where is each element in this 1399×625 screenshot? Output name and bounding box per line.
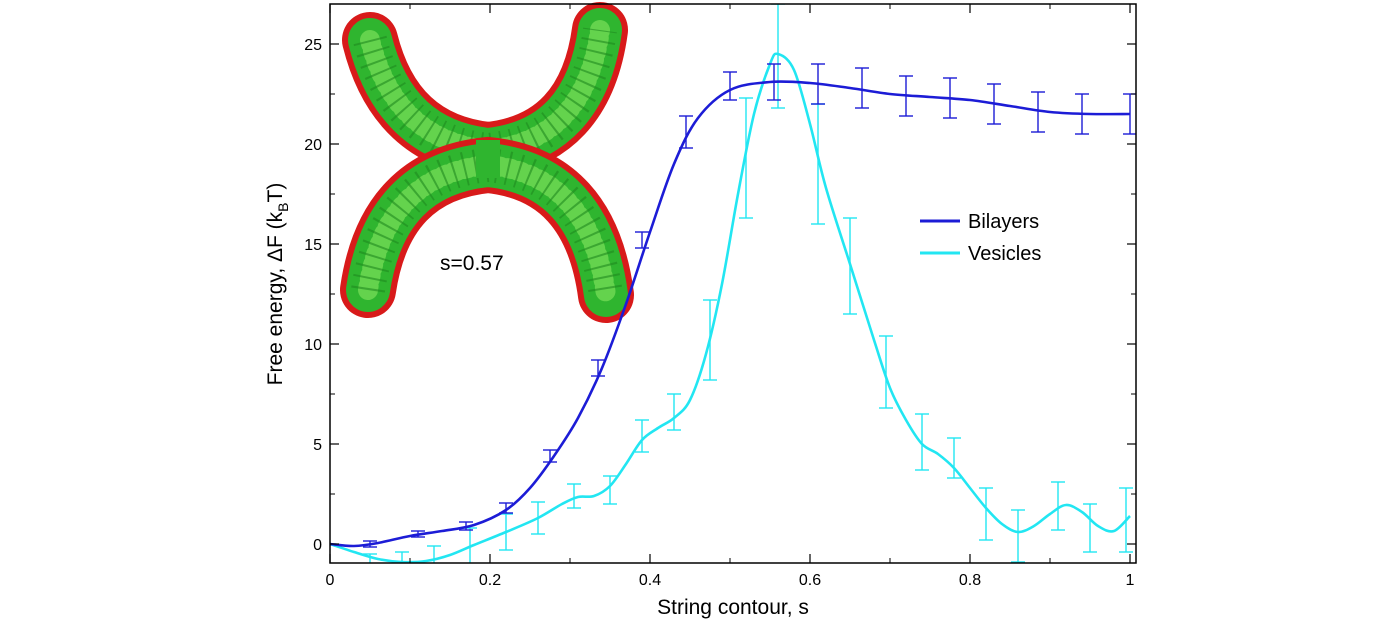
error-bar-bilayers [899,75,913,117]
error-bar-vesicles [771,4,785,109]
membrane-band [346,142,628,317]
error-bar-bilayers [679,115,693,149]
error-bar-bilayers [987,83,1001,125]
y-tick-label: 10 [304,337,322,354]
plot-content [330,4,1136,563]
legend-label-vesicles: Vesicles [968,243,1041,265]
error-bar-vesicles [603,475,617,505]
error-bar-bilayers [363,540,377,548]
inset-label: s=0.57 [440,252,504,275]
error-bar-vesicles [567,483,581,509]
error-bar-vesicles [915,413,929,471]
error-bar-bilayers [723,71,737,101]
y-tick-label: 15 [304,237,322,254]
y-axis-label: Free energy, ΔF (kBT) [264,183,291,386]
error-bar-vesicles [667,393,681,431]
error-bar-bilayers [855,67,869,109]
x-tick-label: 0.4 [639,572,661,589]
error-bar-vesicles [811,103,825,225]
error-bar-vesicles [947,437,961,479]
x-tick-label: 0 [326,572,335,589]
plot-frame [329,3,1137,564]
error-bar-bilayers [1031,91,1045,133]
error-bar-vesicles [1051,481,1065,531]
y-axis-label-main: Free energy, ΔF (k [264,211,287,385]
y-tick-label: 5 [313,437,322,454]
error-bar-vesicles [979,487,993,541]
error-bar-vesicles [363,553,377,563]
error-bar-bilayers [499,502,513,514]
series-line-bilayers [330,80,1131,548]
error-bar-bilayers [811,63,825,105]
error-bar-bilayers [543,449,557,463]
error-bar-vesicles [703,299,717,381]
error-bar-vesicles [635,419,649,453]
error-bar-bilayers [591,359,605,377]
membrane-fusion-inset-image [340,2,634,323]
error-bar-vesicles [499,513,513,551]
x-axis-label: String contour, s [657,596,809,619]
x-tick-label: 0.8 [959,572,981,589]
error-bar-vesicles [739,97,753,219]
error-bar-vesicles [1011,509,1025,563]
error-bar-vesicles [395,551,409,563]
x-tick-label: 0.2 [479,572,501,589]
error-bar-vesicles [879,335,893,409]
error-bar-bilayers [459,521,473,531]
error-bar-bilayers [411,530,425,538]
y-axis-label-subscript: B [275,202,291,211]
error-bar-bilayers [1075,93,1089,135]
error-bar-vesicles [1083,503,1097,553]
legend: Bilayers Vesicles [920,211,1041,265]
error-bar-bilayers [635,231,649,249]
membrane-band [348,8,622,173]
y-tick-label: 0 [313,537,322,554]
legend-label-bilayers: Bilayers [968,211,1039,233]
membrane-stalk [476,140,500,178]
error-bar-vesicles [1119,487,1133,553]
y-axis-label-end: T) [264,183,287,203]
plot-area [330,4,1136,563]
error-bar-vesicles [843,217,857,315]
x-tick-label: 1 [1126,572,1135,589]
y-tick-label: 25 [304,37,322,54]
error-bar-bilayers [767,63,781,101]
error-bar-bilayers [943,77,957,119]
x-tick-label: 0.6 [799,572,821,589]
y-tick-label: 20 [304,137,322,154]
error-bar-vesicles [531,501,545,535]
